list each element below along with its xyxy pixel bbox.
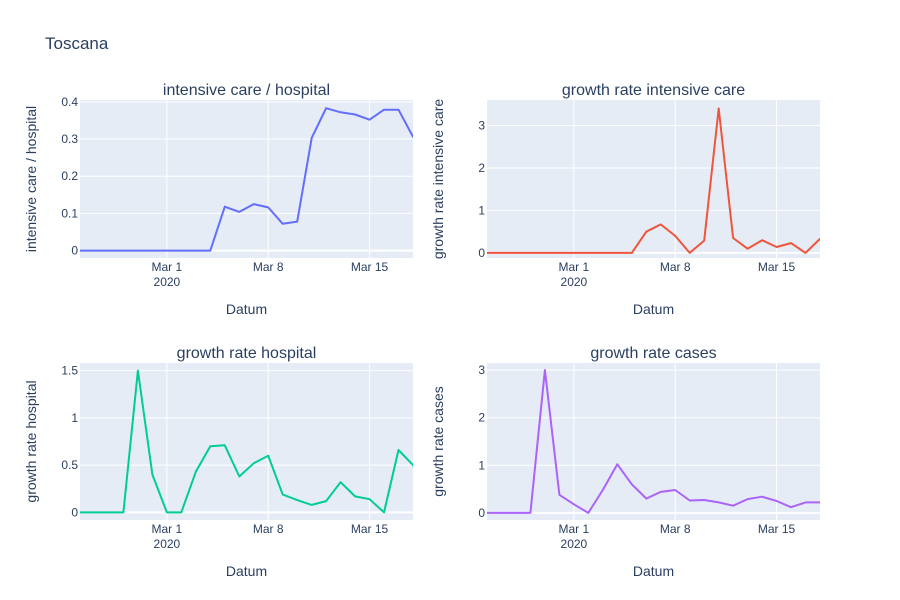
y-tick-label: 0.1 [61,206,78,220]
subplot-title: growth rate hospital [177,345,317,362]
y-axis-title: intensive care / hospital [23,106,39,252]
y-tick-label: 1 [71,411,78,425]
x-axis-title: Datum [633,563,674,579]
x-tick-label: Mar 1 [559,260,590,274]
y-axis-title: growth rate intensive care [430,99,446,260]
x-tick-label: Mar 8 [253,260,284,274]
y-tick-label: 0.4 [61,95,78,109]
x-tick-label: Mar 8 [660,522,691,536]
x-tick-label: Mar 1 [152,260,183,274]
y-tick-label: 1 [478,203,485,217]
x-tick-label: Mar 1 [559,522,590,536]
x-tick-year-label: 2020 [561,537,588,551]
y-tick-label: 0.3 [61,132,78,146]
x-axis-title: Datum [226,563,267,579]
y-axis-title: growth rate hospital [23,380,39,502]
y-tick-label: 3 [478,118,485,132]
y-tick-label: 0 [478,246,485,260]
plot-area [80,100,413,258]
x-tick-year-label: 2020 [561,275,588,289]
plot-area [487,100,820,258]
y-tick-label: 2 [478,161,485,175]
subplot-title: growth rate intensive care [562,82,745,99]
series-line [487,107,820,254]
x-tick-label: Mar 1 [152,522,183,536]
x-tick-year-label: 2020 [154,537,181,551]
y-tick-label: 0 [71,244,78,258]
x-tick-label: Mar 15 [758,260,796,274]
x-tick-label: Mar 8 [660,260,691,274]
y-tick-label: 2 [478,411,485,425]
y-tick-label: 0.2 [61,169,78,183]
x-axis-title: Datum [633,301,674,317]
series-line [80,107,413,252]
x-tick-label: Mar 15 [351,522,389,536]
x-tick-year-label: 2020 [154,275,181,289]
series-line [80,369,413,514]
series-line [487,369,820,514]
y-tick-label: 0 [71,505,78,519]
x-axis-title: Datum [226,301,267,317]
x-tick-label: Mar 15 [351,260,389,274]
x-tick-label: Mar 15 [758,522,796,536]
x-tick-label: Mar 8 [253,522,284,536]
y-tick-label: 3 [478,363,485,377]
subplot-title: growth rate cases [590,345,716,362]
page-title: Toscana [45,34,109,53]
y-tick-label: 1.5 [61,364,78,378]
y-axis-title: growth rate cases [430,386,446,497]
y-tick-label: 1 [478,458,485,472]
subplot-title: intensive care / hospital [163,82,330,99]
y-tick-label: 0.5 [61,458,78,472]
y-tick-label: 0 [478,506,485,520]
